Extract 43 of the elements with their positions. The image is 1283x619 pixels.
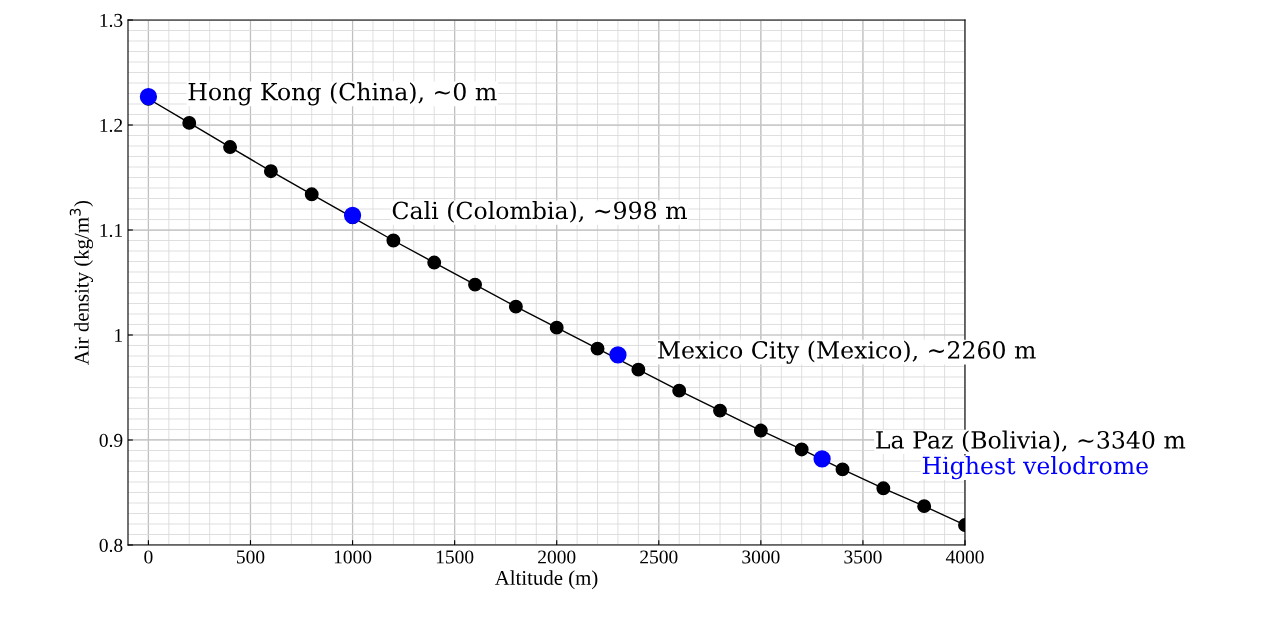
y-tick-label: 1 xyxy=(115,328,122,342)
x-tick-label: 4000 xyxy=(945,550,984,564)
y-tick-label: 0.9 xyxy=(99,433,123,448)
point xyxy=(343,206,362,224)
annotation: Cali (Colombia), ~998 m xyxy=(392,201,687,223)
point xyxy=(468,277,482,292)
x-axis-title: Altitude (m) xyxy=(494,570,598,590)
point xyxy=(304,187,319,202)
y-axis-title: Air density (kg/m$^{3}$) xyxy=(69,200,94,365)
annotation: La Paz (Bolivia), ~3340 m xyxy=(876,430,1186,453)
point xyxy=(631,362,646,377)
x-tick-label: 0 xyxy=(144,550,153,564)
point xyxy=(835,462,850,477)
x-tick-label: 1500 xyxy=(436,550,474,564)
point xyxy=(794,442,809,457)
annotation: Mexico City (Mexico), ~2260 m xyxy=(658,340,1036,364)
point xyxy=(549,320,564,335)
point xyxy=(917,499,932,514)
point xyxy=(876,481,891,496)
y-tick-label: 1.1 xyxy=(100,223,122,238)
point xyxy=(609,346,627,364)
x-tick-label: 3000 xyxy=(742,550,780,564)
annotation: Hong Kong (China), ~0 m xyxy=(188,82,497,106)
point xyxy=(753,423,768,438)
point xyxy=(263,164,278,179)
point xyxy=(182,115,197,130)
x-tick-label: 2000 xyxy=(538,550,576,564)
point xyxy=(223,140,238,154)
point xyxy=(713,403,727,418)
x-tick-label: 500 xyxy=(237,550,265,564)
point xyxy=(590,341,605,356)
y-tick-label: 1.3 xyxy=(100,13,123,28)
x-tick-label: 2500 xyxy=(640,550,678,564)
y-tick-label: 0.8 xyxy=(99,538,123,553)
point xyxy=(427,255,442,270)
x-tick-label: 1000 xyxy=(334,550,372,564)
y-tick-label: 1.2 xyxy=(100,118,123,133)
point xyxy=(672,383,687,398)
point xyxy=(508,299,523,314)
x-tick-label: 3500 xyxy=(844,550,882,564)
annotation: Highest velodrome xyxy=(922,456,1148,480)
point xyxy=(813,450,831,468)
point xyxy=(386,233,401,248)
